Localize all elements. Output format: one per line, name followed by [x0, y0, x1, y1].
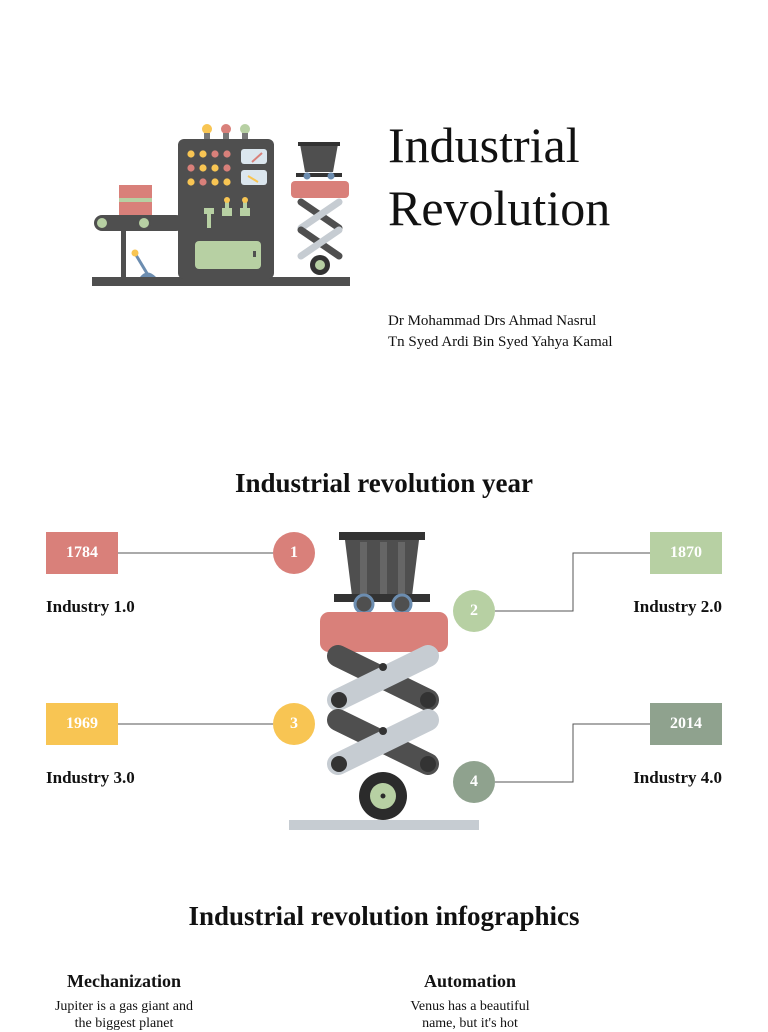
infographics-title: Industrial revolution infographics — [188, 901, 580, 931]
industry-label-4: Industry 4.0 — [633, 768, 722, 787]
timeline-title: Industrial revolution year — [234, 468, 533, 498]
page-title: Industrial Revolution — [388, 114, 610, 240]
info-text-line: Jupiter is a gas giant and — [54, 999, 194, 1014]
year-box-3: 1969 — [46, 703, 118, 745]
title-line-2: Revolution — [388, 180, 611, 236]
author-1: Dr Mohammad Drs Ahmad Nasrul — [388, 313, 597, 329]
info-text-line: Venus has a beautiful — [410, 999, 530, 1014]
industry-label-3: Industry 3.0 — [46, 768, 135, 787]
info-title-automation: Automation — [423, 971, 516, 991]
number-circle-1: 1 — [273, 532, 315, 574]
number-circle-4: 4 — [453, 761, 495, 803]
year-box-4: 2014 — [650, 703, 722, 745]
year-box-2: 1870 — [650, 532, 722, 574]
number-circle-2: 2 — [453, 590, 495, 632]
title-line-1: Industrial — [388, 117, 580, 173]
author-2: Tn Syed Ardi Bin Syed Yahya Kamal — [388, 334, 613, 350]
info-title-mechanization: Mechanization — [67, 971, 181, 991]
authors: Dr Mohammad Drs Ahmad Nasrul Tn Syed Ard… — [388, 311, 613, 353]
info-text-automation: Venus has a beautiful name, but it's hot — [385, 998, 555, 1032]
number-circle-3: 3 — [273, 703, 315, 745]
info-text-mechanization: Jupiter is a gas giant and the biggest p… — [39, 998, 209, 1032]
year-box-1: 1784 — [46, 532, 118, 574]
industry-label-1: Industry 1.0 — [46, 597, 135, 616]
industry-label-2: Industry 2.0 — [633, 597, 722, 616]
